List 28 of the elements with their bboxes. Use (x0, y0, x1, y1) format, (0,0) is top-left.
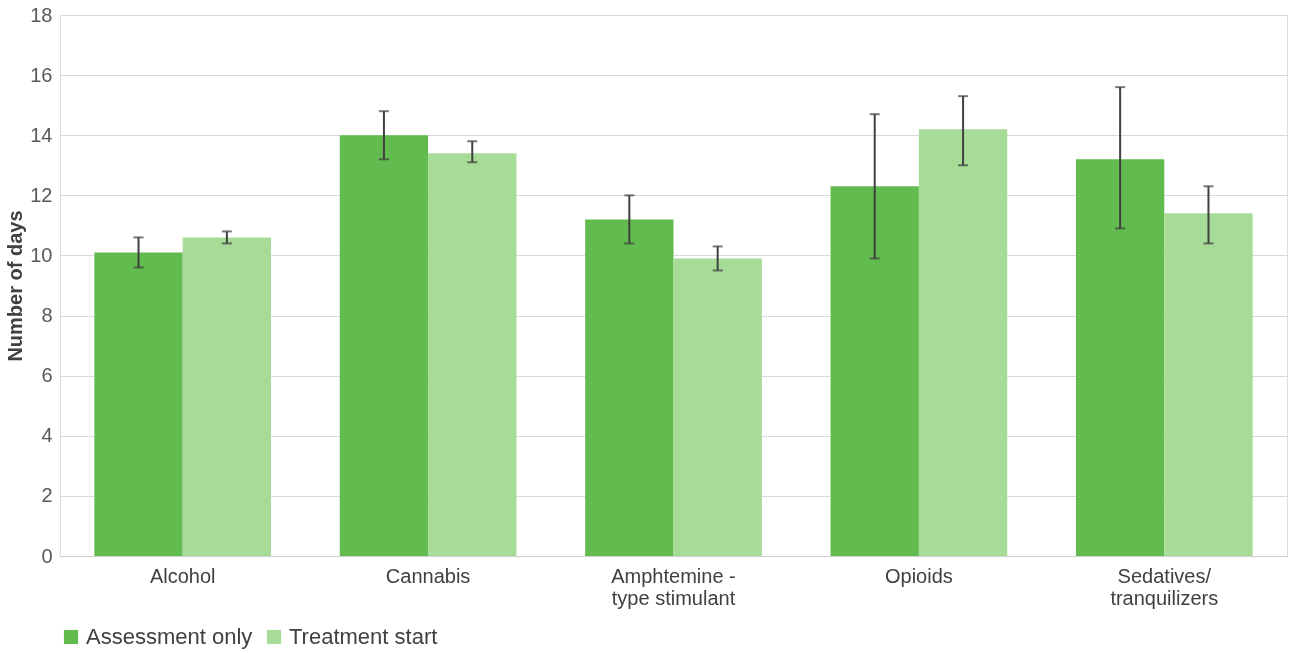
bar (673, 258, 762, 556)
y-tick-label: 0 (41, 544, 53, 567)
bar (830, 186, 919, 556)
y-tick-label: 18 (30, 3, 53, 26)
y-tick-label: 4 (41, 424, 53, 447)
y-tick-label: 12 (30, 183, 53, 206)
bar (1164, 213, 1253, 556)
x-tick-label: Sedatives/ tranquilizers (1110, 564, 1219, 609)
x-tick-label: Alcohol (149, 564, 216, 587)
x-tick-label: Amphtemine - type stimulant (611, 564, 736, 609)
y-tick-label: 8 (41, 304, 53, 327)
bar (918, 129, 1008, 556)
legend-label: Assessment only (86, 624, 253, 649)
y-tick-label: 2 (41, 484, 53, 507)
bar (339, 135, 429, 556)
y-tick-label: 6 (41, 364, 53, 387)
bar (428, 153, 517, 556)
legend-label: Treatment start (289, 624, 438, 649)
y-tick-label: 10 (30, 243, 53, 266)
bar (1075, 159, 1165, 556)
x-tick-label: Opioids (884, 564, 953, 587)
bar (585, 219, 674, 556)
y-tick-label: 16 (30, 63, 53, 86)
y-tick-label: 14 (30, 123, 53, 146)
x-tick-label: Cannabis (385, 564, 471, 587)
bar (94, 252, 183, 556)
bar (182, 237, 272, 556)
y-axis-title: Number of days (4, 210, 27, 362)
